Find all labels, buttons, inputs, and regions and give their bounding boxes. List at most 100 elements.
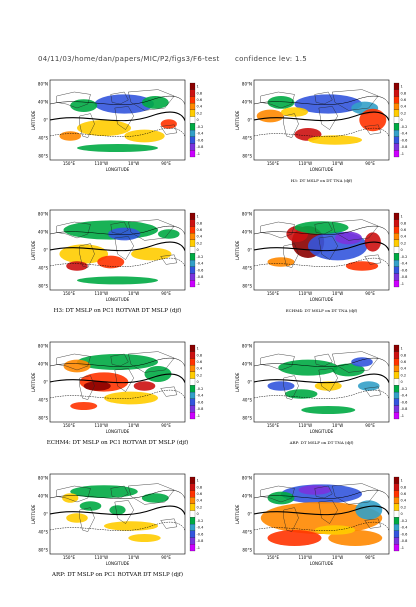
lon-tick-label: 90°E — [161, 291, 171, 296]
lat-tick-label: 80°N — [38, 212, 48, 217]
lat-tick-label: 0° — [43, 512, 48, 517]
map-panel-8: 80°N 40°N 0° 40°S 80°S 150°E 110°W 10°W 90°E LATI… — [232, 472, 416, 607]
colorbar-label: 0.6 — [401, 360, 407, 364]
anomaly-region — [256, 109, 284, 123]
lat-tick-label: 0° — [247, 248, 252, 253]
coastline — [364, 254, 382, 265]
colorbar-label: 0.4 — [197, 235, 203, 239]
colorbar-swatch — [189, 497, 196, 505]
lat-tick-label: 80°S — [38, 284, 48, 289]
colorbar-label: -0.2 — [197, 125, 204, 129]
y-axis-label: LATITUDE — [235, 372, 240, 392]
map-frame — [49, 473, 186, 555]
map-panel-2: 80°N 40°N 0° 40°S 80°S 150°E 110°W 10°W 90°E LATI… — [232, 78, 416, 213]
lon-tick-label: 10°W — [332, 161, 343, 166]
anomaly-region — [94, 94, 154, 114]
colorbar-label: 1 — [197, 479, 199, 483]
contour-line — [254, 257, 389, 267]
lat-tick-label: 80°S — [38, 416, 48, 421]
colorbar-swatch — [393, 530, 400, 538]
colorbar-label: 1 — [401, 347, 403, 351]
lat-tick-label: 80°S — [242, 154, 252, 159]
colorbar-swatch — [189, 503, 196, 511]
colorbar-label: 1 — [401, 479, 403, 483]
anomaly-region — [267, 257, 295, 267]
coastline — [318, 236, 338, 260]
colorbar-swatch — [393, 123, 400, 131]
lon-tick-label: 110°W — [299, 423, 313, 428]
anomaly-region — [124, 129, 165, 143]
colorbar-swatch — [189, 398, 196, 406]
colorbar-label: 1 — [197, 215, 199, 219]
colorbar-label: 0 — [197, 118, 199, 122]
lat-tick-label: 0° — [247, 380, 252, 385]
lon-tick-label: 150°E — [63, 291, 76, 296]
colorbar-label: 0.8 — [401, 353, 407, 357]
colorbar-label: -0.2 — [197, 255, 204, 259]
colorbar-swatch — [393, 371, 400, 379]
map-panel-7: 80°N 40°N 0° 40°S 80°S 150°E 110°W 10°W 90°E LATI… — [28, 472, 233, 607]
colorbar-label: 0 — [401, 118, 403, 122]
colorbar-swatch — [393, 233, 400, 241]
colorbar-label: 1 — [401, 215, 403, 219]
coastline — [160, 254, 178, 265]
colorbar-label: -0.8 — [401, 275, 408, 279]
lon-tick-label: 150°E — [267, 423, 280, 428]
colorbar-label: -0.4 — [401, 262, 409, 266]
coastline — [314, 91, 333, 105]
x-axis-label: LONGITUDE — [310, 561, 334, 566]
anomaly-region — [77, 120, 131, 136]
colorbar-label: -0.2 — [197, 387, 204, 391]
colorbar-swatch — [189, 129, 196, 137]
colorbar-label: 0.8 — [401, 91, 407, 95]
map-frame — [49, 209, 186, 291]
map-svg-6: 80°N 40°N 0° 40°S 80°S 150°E 110°W 10°W 90°E LATI… — [235, 341, 408, 445]
lon-tick-label: 150°E — [267, 291, 280, 296]
coastline — [314, 485, 333, 499]
colorbar-label: -0.8 — [197, 145, 204, 149]
colorbar-swatch — [189, 150, 196, 158]
lat-tick-label: 80°S — [242, 548, 252, 553]
colorbar-label: -0.4 — [197, 262, 205, 266]
lat-tick-label: 0° — [43, 118, 48, 123]
lat-tick-label: 0° — [43, 380, 48, 385]
colorbar-swatch — [189, 109, 196, 117]
colorbar-swatch — [393, 273, 400, 281]
colorbar-swatch — [189, 246, 196, 254]
coastline — [318, 500, 338, 524]
colorbar-label: -0.6 — [197, 138, 204, 142]
colorbar-swatch — [189, 103, 196, 111]
colorbar-swatch — [189, 233, 196, 241]
colorbar-label: -0.6 — [197, 268, 204, 272]
coastline — [332, 219, 379, 241]
colorbar-label: -0.2 — [401, 519, 408, 523]
anomaly-region — [63, 359, 91, 373]
colorbar-label: 0.2 — [401, 111, 407, 115]
coastline — [332, 351, 379, 373]
colorbar-label: -0.8 — [197, 407, 204, 411]
anomaly-region — [141, 493, 169, 503]
anomaly-region — [62, 493, 79, 503]
lat-tick-label: 40°N — [38, 362, 48, 367]
anomaly-region — [133, 381, 156, 391]
colorbar-swatch — [393, 476, 400, 484]
contour-line — [254, 521, 389, 531]
colorbar-label: 1 — [401, 85, 403, 89]
lon-tick-label: 90°E — [365, 161, 375, 166]
lat-tick-label: 40°N — [38, 494, 48, 499]
colorbar-swatch — [393, 226, 400, 234]
colorbar-label: 0.4 — [197, 367, 203, 371]
colorbar-swatch — [393, 259, 400, 267]
lat-tick-label: 80°S — [242, 416, 252, 421]
colorbar-label: 0 — [401, 380, 403, 384]
colorbar-swatch — [189, 378, 196, 386]
colorbar-swatch — [393, 96, 400, 104]
lat-tick-label: 80°S — [38, 154, 48, 159]
map-panel-4: 80°N 40°N 0° 40°S 80°S 150°E 110°W 10°W 90°E LATI… — [232, 208, 416, 343]
map-svg-1: 80°N 40°N 0° 40°S 80°S 150°E 110°W 10°W 90°E LATI… — [31, 79, 204, 172]
anomaly-region — [278, 359, 338, 376]
lat-tick-label: 40°S — [242, 530, 252, 535]
y-axis-label: LATITUDE — [31, 372, 36, 392]
colorbar-swatch — [189, 143, 196, 151]
coastline — [364, 518, 382, 529]
